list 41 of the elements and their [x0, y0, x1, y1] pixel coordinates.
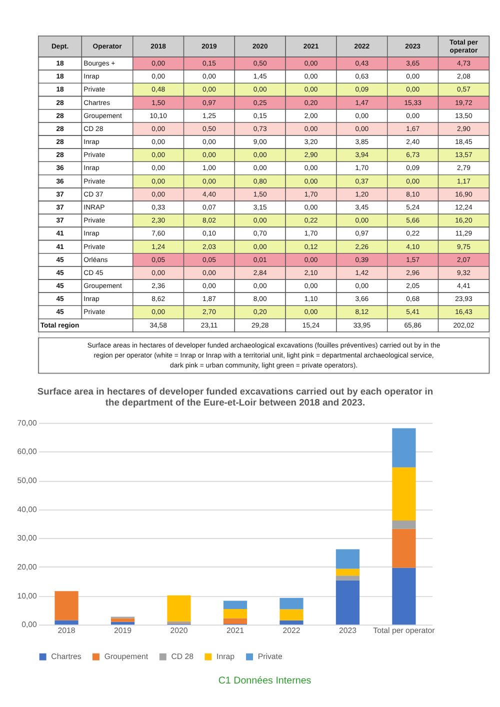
- legend-label: Groupement: [104, 652, 149, 661]
- x-tick-label: 2018: [58, 626, 76, 635]
- bar: [280, 609, 304, 620]
- x-tick-label: 2021: [226, 626, 244, 635]
- y-tick-label: 40,00: [17, 504, 38, 514]
- x-tick-label: 2022: [282, 626, 300, 635]
- y-tick-label: 20,00: [17, 562, 38, 572]
- bar: [54, 620, 78, 625]
- bar: [223, 618, 248, 624]
- text: C1 Données Internes: [218, 676, 312, 687]
- y-tick-label: 60,00: [17, 447, 38, 456]
- legend-label: Private: [258, 652, 283, 661]
- bar: [336, 549, 360, 569]
- bar: [110, 618, 135, 622]
- legend-label: Inrap: [216, 652, 236, 661]
- bar: [392, 568, 416, 625]
- x-tick-label: 2023: [338, 626, 358, 635]
- x-tick-label: 2020: [170, 626, 188, 635]
- bar: [392, 520, 416, 529]
- y-tick-label: 10,00: [17, 591, 38, 600]
- bar: [336, 568, 360, 576]
- bar: [54, 591, 78, 620]
- bar: [280, 620, 304, 625]
- chart-title: Surface area in hectares of developer funded excavations carried out by each operator in the department of the Eure-et-Loir between 2018 and 2023.: [37, 386, 434, 408]
- bar: [223, 600, 248, 610]
- y-tick-label: 70,00: [17, 418, 38, 428]
- bar: [336, 580, 360, 625]
- legend-label: Chartres: [51, 652, 82, 661]
- bar: [223, 609, 248, 618]
- bar: [336, 576, 360, 580]
- bar: [392, 467, 416, 520]
- bar: [392, 428, 416, 468]
- y-tick-label: 50,00: [17, 476, 38, 485]
- x-tick-label: 2019: [114, 626, 132, 635]
- x-tick-label: Total per operator: [373, 626, 436, 635]
- bar: [167, 595, 191, 622]
- y-tick-label: 30,00: [17, 534, 38, 543]
- bar: [280, 598, 304, 610]
- y-tick-label: 0,00: [22, 620, 38, 630]
- bar: [392, 528, 416, 568]
- legend-label: CD 28: [171, 652, 194, 661]
